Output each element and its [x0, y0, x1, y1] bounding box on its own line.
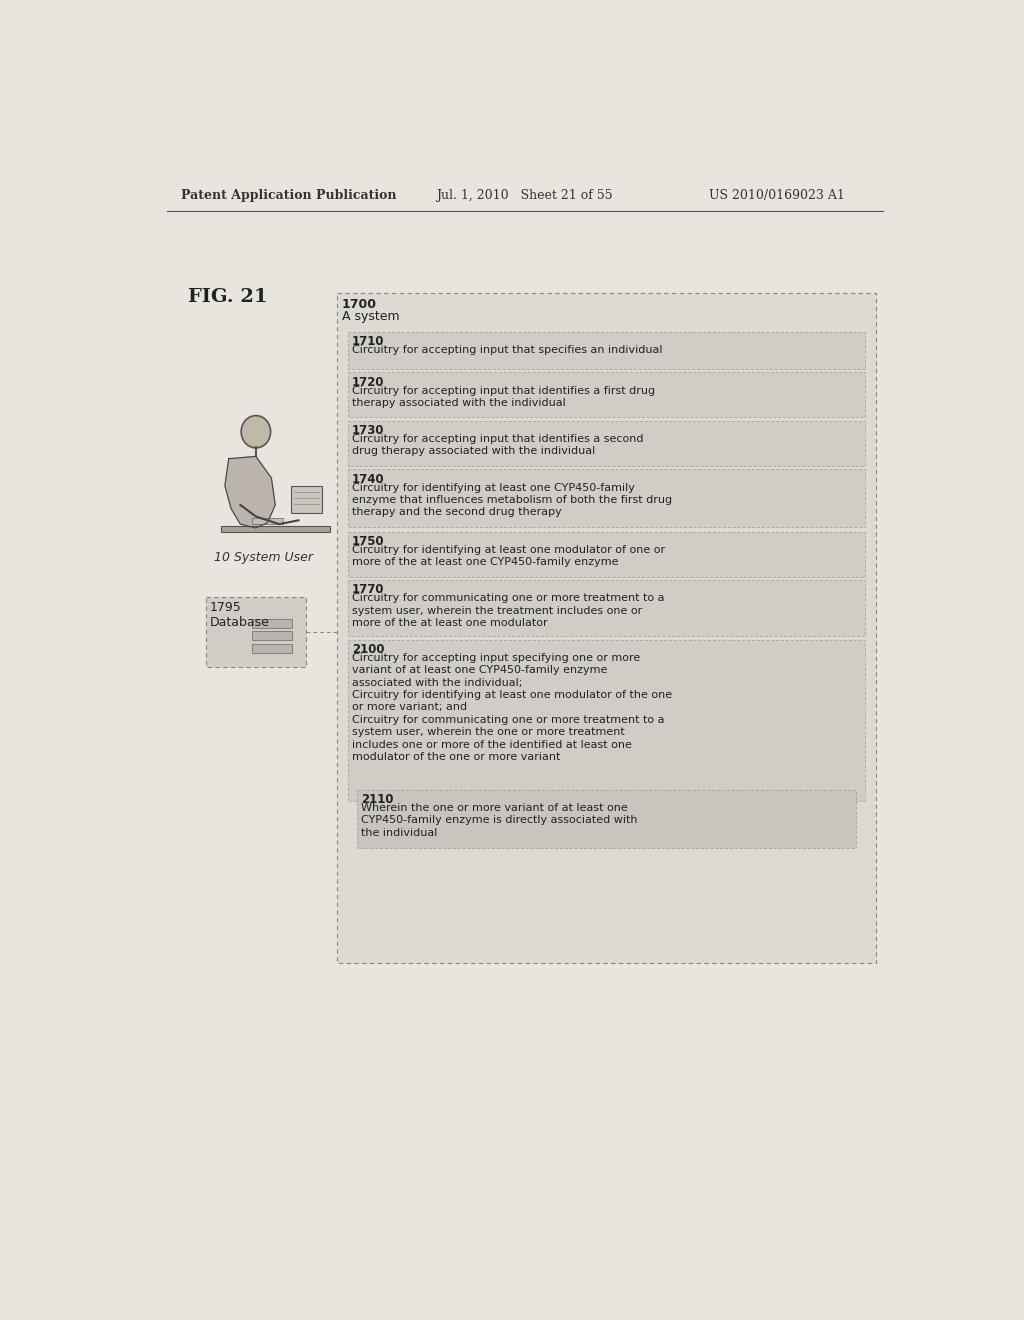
FancyBboxPatch shape	[206, 597, 306, 667]
FancyBboxPatch shape	[348, 372, 865, 417]
Text: Circuitry for accepting input that identifies a second
drug therapy associated w: Circuitry for accepting input that ident…	[352, 434, 643, 457]
FancyBboxPatch shape	[357, 789, 856, 847]
Polygon shape	[225, 457, 275, 528]
Text: Circuitry for accepting input specifying one or more
variant of at least one CYP: Circuitry for accepting input specifying…	[352, 653, 672, 762]
Text: 1720: 1720	[352, 376, 384, 388]
Text: 1795
Database: 1795 Database	[209, 601, 269, 630]
Text: US 2010/0169023 A1: US 2010/0169023 A1	[710, 189, 845, 202]
Text: 2100: 2100	[352, 643, 384, 656]
FancyBboxPatch shape	[348, 331, 865, 368]
Text: 2110: 2110	[361, 793, 394, 807]
FancyBboxPatch shape	[348, 532, 865, 577]
FancyBboxPatch shape	[348, 581, 865, 636]
Text: Circuitry for identifying at least one CYP450-family
enzyme that influences meta: Circuitry for identifying at least one C…	[352, 483, 672, 517]
Text: Circuitry for accepting input that identifies a first drug
therapy associated wi: Circuitry for accepting input that ident…	[352, 385, 655, 408]
FancyBboxPatch shape	[252, 517, 283, 524]
Text: 1770: 1770	[352, 583, 384, 597]
FancyBboxPatch shape	[252, 631, 292, 640]
Text: 1730: 1730	[352, 424, 384, 437]
FancyBboxPatch shape	[348, 640, 865, 801]
Text: Circuitry for identifying at least one modulator of one or
more of the at least : Circuitry for identifying at least one m…	[352, 545, 666, 568]
FancyBboxPatch shape	[291, 486, 322, 512]
Text: 10 System User: 10 System User	[214, 552, 313, 564]
FancyBboxPatch shape	[348, 470, 865, 527]
Text: 1700: 1700	[342, 298, 377, 310]
FancyBboxPatch shape	[252, 619, 292, 628]
Text: A system: A system	[342, 310, 399, 323]
Text: 1740: 1740	[352, 473, 385, 486]
Text: Circuitry for communicating one or more treatment to a
system user, wherein the : Circuitry for communicating one or more …	[352, 594, 665, 628]
Text: Patent Application Publication: Patent Application Publication	[180, 189, 396, 202]
Text: 1750: 1750	[352, 535, 385, 548]
FancyBboxPatch shape	[252, 644, 292, 653]
Text: Jul. 1, 2010   Sheet 21 of 55: Jul. 1, 2010 Sheet 21 of 55	[436, 189, 613, 202]
Text: Wherein the one or more variant of at least one
CYP450-family enzyme is directly: Wherein the one or more variant of at le…	[361, 803, 638, 838]
Text: FIG. 21: FIG. 21	[188, 288, 268, 306]
Text: Circuitry for accepting input that specifies an individual: Circuitry for accepting input that speci…	[352, 345, 663, 355]
Ellipse shape	[241, 416, 270, 447]
Text: 1710: 1710	[352, 335, 384, 347]
FancyBboxPatch shape	[337, 293, 876, 964]
FancyBboxPatch shape	[348, 421, 865, 466]
FancyBboxPatch shape	[221, 525, 330, 532]
